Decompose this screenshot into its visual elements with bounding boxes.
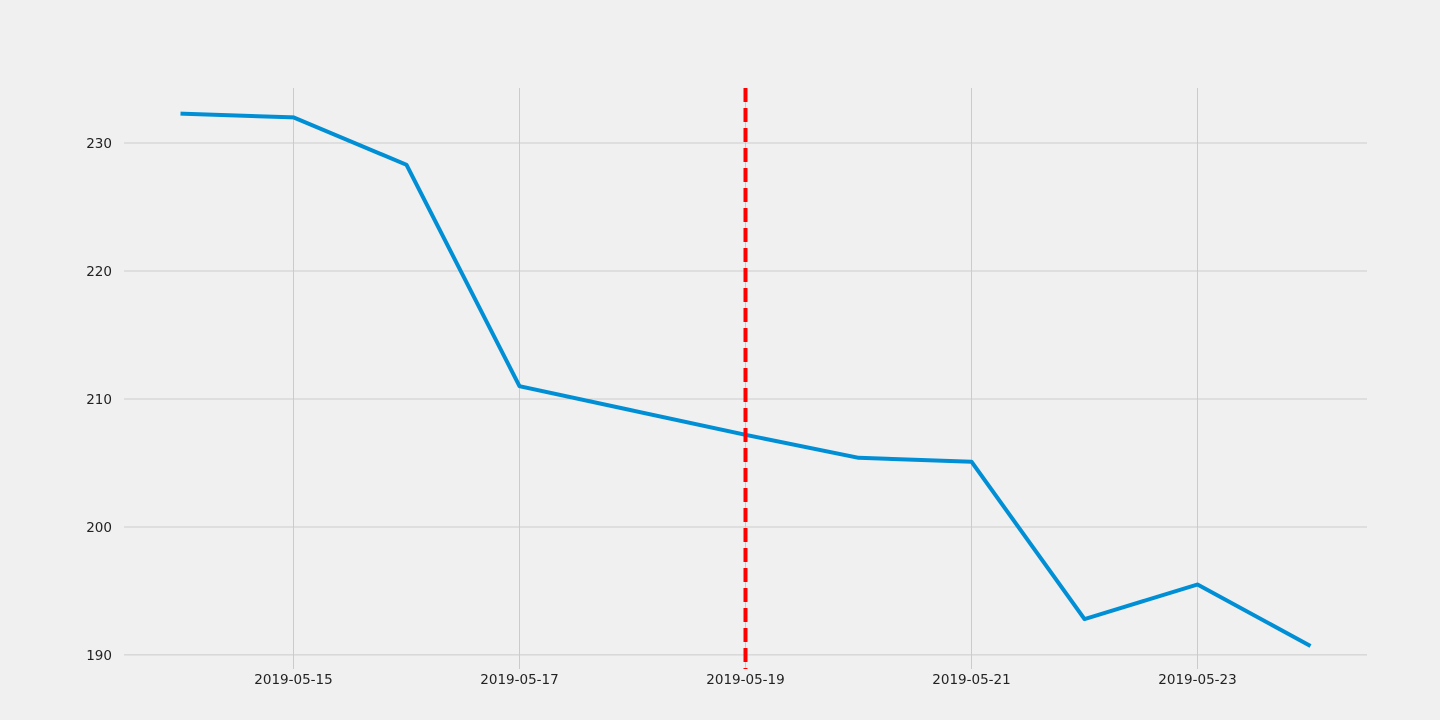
y-axis: 190 200 210 220 230 xyxy=(86,136,112,664)
y-tick-label: 220 xyxy=(86,264,112,280)
y-tick-label: 190 xyxy=(86,648,112,664)
x-tick-label: 2019-05-21 xyxy=(932,672,1010,688)
y-tick-label: 210 xyxy=(86,392,112,408)
data-point xyxy=(179,112,183,116)
y-tick-label: 200 xyxy=(86,520,112,536)
data-point xyxy=(1083,617,1087,621)
x-axis: 2019-05-15 2019-05-17 2019-05-19 2019-05-21… xyxy=(254,672,1236,688)
data-point xyxy=(631,408,635,412)
data-point xyxy=(1309,644,1313,648)
data-point xyxy=(1196,583,1200,587)
x-tick-label: 2019-05-19 xyxy=(706,672,784,688)
x-tick-label: 2019-05-15 xyxy=(254,672,332,688)
data-point xyxy=(970,460,974,464)
y-tick-label: 230 xyxy=(86,136,112,152)
data-point xyxy=(518,384,522,388)
x-tick-label: 2019-05-23 xyxy=(1158,672,1236,688)
data-point xyxy=(857,456,861,460)
data-point xyxy=(292,115,296,119)
x-tick-label: 2019-05-17 xyxy=(480,672,558,688)
data-point xyxy=(405,163,409,167)
